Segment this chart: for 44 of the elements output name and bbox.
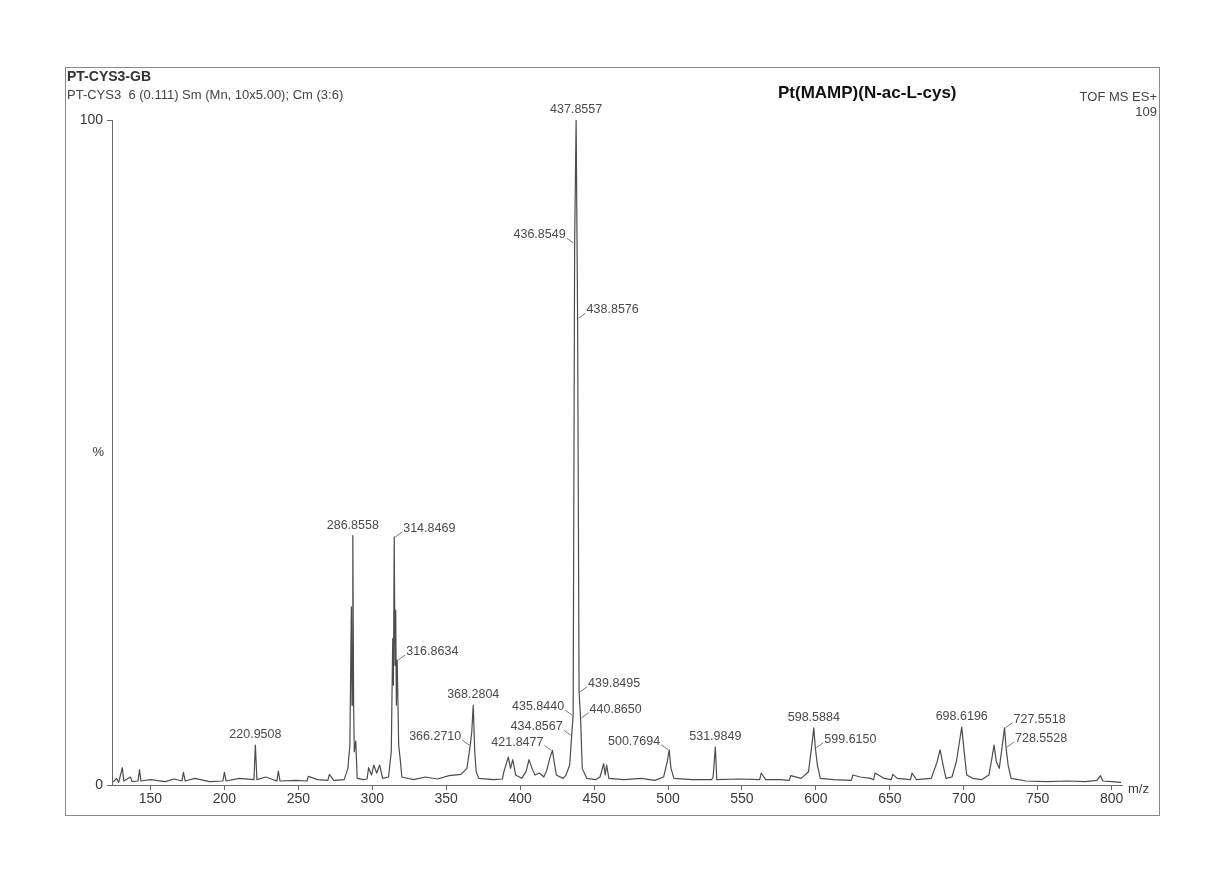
annotation: 286.8558	[326, 517, 379, 532]
annotation: 598.5884	[787, 710, 840, 725]
annotation: 728.5528	[1014, 731, 1068, 746]
x-tick-label: 400	[508, 790, 533, 807]
x-tick-label: 700	[952, 790, 976, 807]
annotation: 220.9508	[229, 727, 282, 742]
x-axis-title: m/z	[1128, 780, 1149, 796]
annotation: 421.8477	[491, 734, 544, 749]
x-tick-label: 600	[804, 790, 828, 807]
annotation: 439.8495	[588, 676, 641, 691]
annotation: 314.8469	[403, 521, 456, 536]
annotation: 368.2804	[447, 687, 500, 702]
x-tick-label: 450	[582, 790, 606, 807]
x-tick-label: 200	[212, 790, 237, 807]
annotation: 316.8634	[406, 644, 459, 659]
annotation: 727.5518	[1013, 712, 1066, 727]
annotation: 440.8650	[589, 702, 642, 717]
x-tick-label: 500	[656, 790, 680, 807]
y-tick-label: 100	[79, 110, 104, 127]
annotation: 500.7694	[608, 733, 661, 748]
x-tick-label: 800	[1099, 790, 1124, 807]
x-tick-label: 750	[1026, 790, 1050, 807]
chart-title: PT-CYS3-GB	[67, 68, 152, 84]
annotation: 438.8576	[586, 302, 639, 317]
annotation: 599.6150	[824, 731, 877, 746]
x-tick-label: 300	[360, 790, 385, 807]
text: TOF MS ES+	[1079, 89, 1157, 104]
x-tick-label: 150	[138, 790, 163, 807]
annotation: 366.2710	[409, 729, 462, 744]
text: 109	[1135, 104, 1157, 119]
chart-subtitle: PT-CYS3 6 (0.111) Sm (Mn, 10x5.00); Cm (3:6)	[67, 87, 344, 102]
x-tick-label: 350	[434, 790, 459, 807]
annotation: 531.9849	[689, 729, 742, 744]
y-axis-title: %	[92, 444, 105, 460]
text: Pt(MAMP)(N-ac-L-cys)	[778, 83, 957, 103]
x-tick-label: 550	[730, 790, 754, 807]
annotation: 437.8557	[550, 102, 603, 117]
annotation: 698.6196	[935, 709, 988, 724]
annotation: 435.8440	[512, 699, 565, 714]
x-tick-label: 250	[286, 790, 311, 807]
x-tick-label: 650	[878, 790, 902, 807]
annotation: 436.8549	[513, 227, 566, 242]
annotation: 434.8567	[510, 719, 563, 734]
y-tick-label: 0	[95, 775, 104, 792]
